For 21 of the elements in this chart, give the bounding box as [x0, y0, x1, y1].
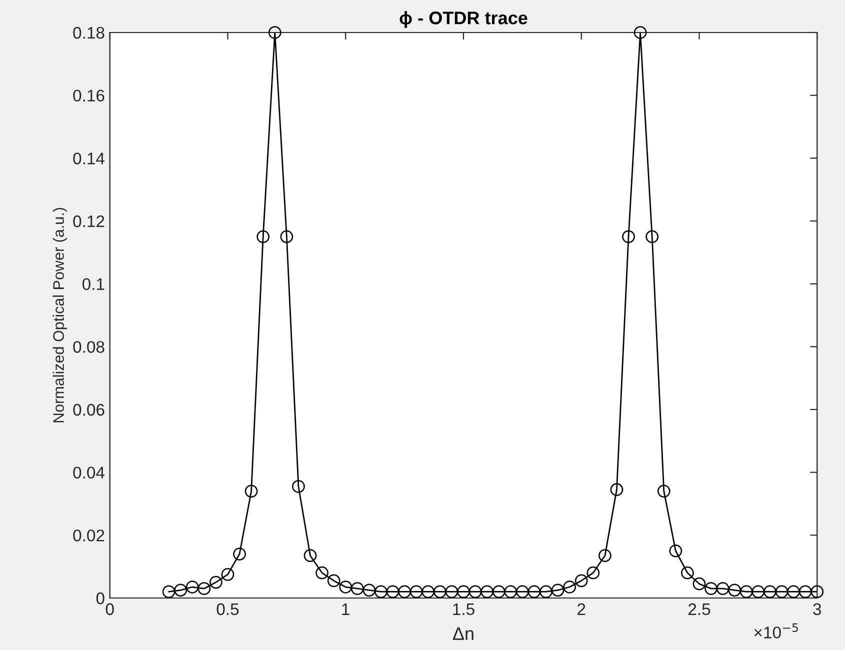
x-axis-title: Δn	[452, 627, 474, 640]
x-tick-label: 1	[342, 603, 350, 615]
y-tick-label: 0.04	[73, 466, 105, 479]
y-axis-title: Normalized Optical Power (a.u.)	[52, 208, 67, 422]
y-tick-label: 0.18	[73, 26, 104, 39]
y-tick-label: 0.16	[73, 90, 104, 102]
x-tick-label: 0.5	[216, 603, 239, 616]
x-tick-label: 3	[813, 603, 822, 616]
text: ×10$^{−5}$	[754, 623, 798, 638]
x-tick-label: 0	[106, 603, 114, 616]
y-tick-label: 0.14	[73, 152, 105, 164]
y-tick-label: 0.08	[73, 341, 104, 353]
y-tick-label: 0.12	[73, 215, 104, 228]
y-tick-label: 0	[96, 592, 104, 604]
chart-title: ϕ - OTDR trace	[400, 11, 528, 28]
y-tick-label: 0.02	[73, 530, 104, 542]
x-tick-label: 1.5	[453, 603, 474, 616]
y-tick-label: 0.1	[82, 278, 104, 290]
x-tick-label: 2	[578, 603, 586, 615]
y-tick-label: 0.06	[73, 404, 104, 416]
x-tick-label: 2.5	[688, 603, 710, 616]
